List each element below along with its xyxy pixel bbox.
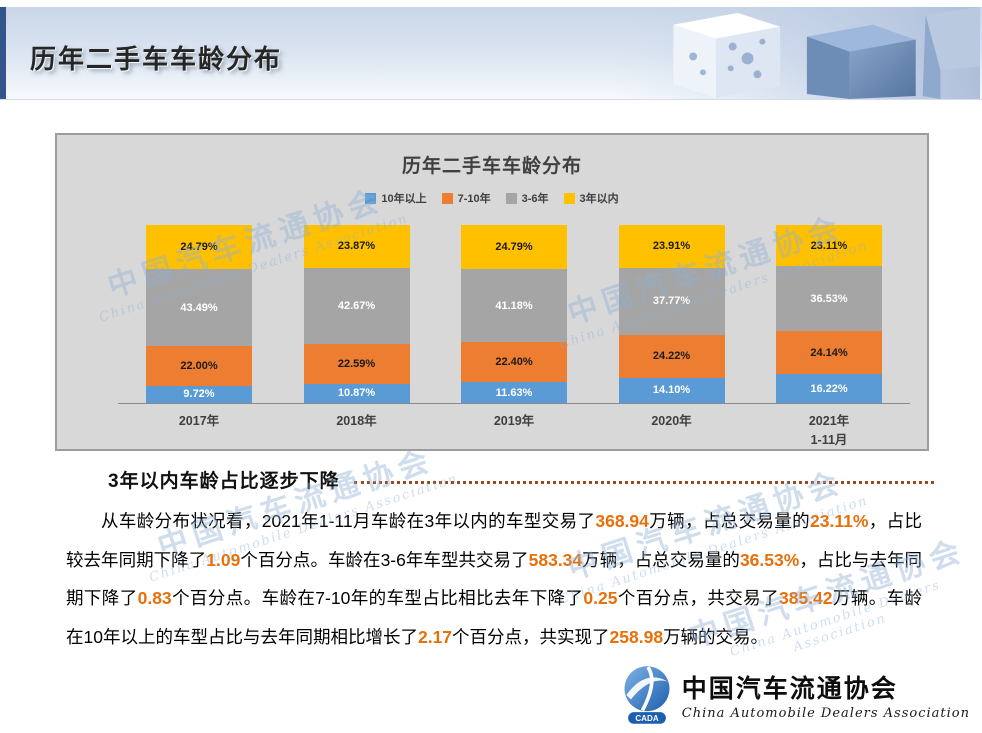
highlight-value: 385.42 <box>778 588 833 608</box>
bar-segment: 41.18% <box>461 269 567 343</box>
category-label: 2019年 <box>493 414 535 428</box>
bar-segment: 22.00% <box>146 346 252 386</box>
body-text: 万辆的交易。 <box>663 626 769 647</box>
bar-segment: 24.14% <box>776 331 882 375</box>
stacked-bar: 24.79% 43.49% 22.00% 9.72% <box>146 225 252 403</box>
org-name-cn: 中国汽车流通协会 <box>681 676 898 703</box>
bar-segment: 22.40% <box>461 342 567 383</box>
body-text: ，占比与去年同期下降了 <box>66 549 923 609</box>
bar-segment: 23.91% <box>618 225 725 268</box>
bar-columns: 24.79% 43.49% 22.00% 9.72% 2017年 23.87% 42.67%… <box>120 225 908 451</box>
bar-segment: 37.77% <box>618 267 725 335</box>
bar-segment: 36.53% <box>776 266 882 332</box>
footer-logo: CADA 中国汽车流通协会 China Automobile Dealers A… <box>620 663 970 727</box>
cada-logo-icon: CADA <box>624 666 670 724</box>
org-name-block: 中国汽车流通协会 China Automobile Dealers Associ… <box>682 669 970 721</box>
decorative-cubes-image <box>613 7 981 99</box>
bar-segment: 22.59% <box>303 343 410 384</box>
chart-panel: 历年二手车车龄分布 10年以上 7-10年 3-6年 3年以内 24.79% 43.49… <box>55 133 929 451</box>
body-text: 个百分点。车龄在3-6年车型共交易了 <box>240 549 529 570</box>
bar-segment: 24.79% <box>146 225 252 270</box>
bar-column: 24.79% 41.18% 22.40% 11.63% 2019年 <box>461 225 567 451</box>
bar-segment: 16.22% <box>776 374 882 403</box>
highlight-value: 2.17 <box>417 626 453 647</box>
legend-label: 3-6年 <box>521 193 549 205</box>
bar-segment: 14.10% <box>618 377 725 403</box>
section-heading-row: 3年以内车龄占比逐步下降 <box>108 466 934 493</box>
body-text: 万辆，占总交易量的 <box>582 549 740 570</box>
legend-item: 3年以内 <box>563 190 619 206</box>
category-label: 2017年 <box>178 414 220 428</box>
body-text: 从车龄分布状况看，2021年1-11月车龄在3年以内的车型交易了 <box>101 511 596 531</box>
analysis-paragraph: 从车龄分布状况看，2021年1-11月车龄在3年以内的车型交易了368.94万辆… <box>66 502 922 656</box>
legend-item: 3-6年 <box>505 190 549 206</box>
bar-segment: 11.63% <box>461 382 567 403</box>
bar-column: 24.79% 43.49% 22.00% 9.72% 2017年 <box>146 225 252 451</box>
category-label: 2020年 <box>651 414 692 428</box>
bar-segment: 9.72% <box>146 385 252 403</box>
body-text: ，占比较去年同期下降了 <box>66 511 923 570</box>
dotted-divider <box>353 480 934 484</box>
stacked-bar: 23.91% 37.77% 24.22% 14.10% <box>618 225 725 403</box>
bar-column: 23.87% 42.67% 22.59% 10.87% 2018年 <box>303 225 410 451</box>
body-text: 个百分点，共实现了 <box>452 626 610 647</box>
bar-segment: 23.11% <box>776 225 882 267</box>
bar-segment: 42.67% <box>303 267 410 344</box>
bar-column: 23.11% 36.53% 24.14% 16.22% 2021年 1-11月 <box>776 225 882 451</box>
body-text: 万辆。车龄在10年以上的车型占比与去年同期相比增长了 <box>66 588 923 647</box>
highlight-value: 0.83 <box>137 588 172 608</box>
stacked-bar: 24.79% 41.18% 22.40% 11.63% <box>461 225 567 403</box>
legend-swatch <box>563 192 575 204</box>
body-text: 万辆，占总交易量的 <box>648 511 811 531</box>
bar-segment: 10.87% <box>303 383 410 403</box>
highlight-value: 36.53% <box>739 549 800 570</box>
legend-swatch <box>365 192 377 204</box>
highlight-value: 23.11% <box>810 511 869 531</box>
bar-segment: 23.87% <box>303 225 410 268</box>
chart-title: 历年二手车车龄分布 <box>401 156 582 177</box>
header-banner: 历年二手车车龄分布 <box>0 7 982 100</box>
bar-segment: 24.22% <box>618 334 725 378</box>
highlight-value: 1.09 <box>206 549 241 570</box>
chart-legend: 10年以上 7-10年 3-6年 3年以内 <box>57 190 927 206</box>
category-label: 2021年 1-11月 <box>808 414 850 448</box>
highlight-value: 0.25 <box>583 588 618 608</box>
body-text: 个百分点。车龄在7-10年的车型占比相比去年下降了 <box>171 588 584 608</box>
plot-area: 24.79% 43.49% 22.00% 9.72% 2017年 23.87% 42.67%… <box>118 225 910 451</box>
legend-item: 7-10年 <box>441 190 491 206</box>
cada-logo-text: CADA <box>635 714 659 723</box>
org-name-en: China Automobile Dealers Association <box>681 706 970 721</box>
section-heading: 3年以内车龄占比逐步下降 <box>108 471 340 492</box>
legend-label: 10年以上 <box>381 193 427 205</box>
stacked-bar: 23.87% 42.67% 22.59% 10.87% <box>303 225 410 403</box>
legend-swatch <box>505 192 517 204</box>
legend-label: 3年以内 <box>579 193 619 205</box>
x-axis-line <box>118 403 910 404</box>
highlight-value: 368.94 <box>595 511 649 531</box>
page-title: 历年二手车车龄分布 <box>30 44 283 74</box>
stacked-bar: 23.11% 36.53% 24.14% 16.22% <box>776 225 882 403</box>
legend-item: 10年以上 <box>365 190 427 206</box>
bar-column: 23.91% 37.77% 24.22% 14.10% 2020年 <box>618 225 725 451</box>
bar-segment: 24.79% <box>461 225 567 270</box>
category-label: 2018年 <box>336 414 377 428</box>
highlight-value: 258.98 <box>609 626 664 647</box>
bar-segment: 43.49% <box>146 269 252 347</box>
highlight-value: 583.34 <box>528 549 583 570</box>
header-accent-bar <box>0 7 6 99</box>
legend-label: 7-10年 <box>457 193 491 205</box>
body-text: 个百分点，共交易了 <box>617 588 779 608</box>
legend-swatch <box>441 192 453 204</box>
